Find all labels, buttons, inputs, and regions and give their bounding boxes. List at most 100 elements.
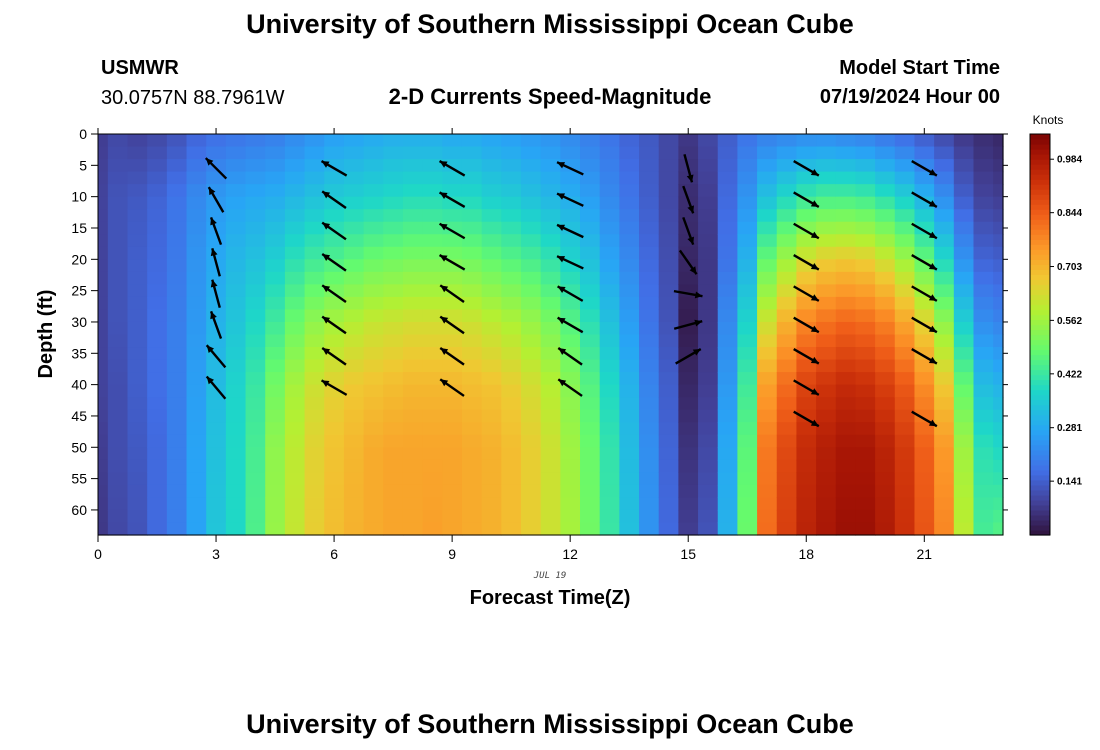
heatmap-cell bbox=[875, 159, 896, 173]
heatmap-cell bbox=[206, 196, 227, 210]
heatmap-cell bbox=[894, 284, 916, 298]
heatmap-cell bbox=[422, 459, 443, 473]
heatmap-cell bbox=[757, 384, 778, 398]
heatmap-cell bbox=[127, 271, 148, 285]
heatmap-cell bbox=[816, 384, 837, 398]
heatmap-cell bbox=[402, 221, 424, 235]
heatmap-cell bbox=[658, 422, 679, 436]
colorbar-swatch bbox=[1030, 254, 1050, 260]
colorbar-swatch bbox=[1030, 509, 1050, 516]
heatmap-cell bbox=[619, 284, 640, 298]
heatmap-cell bbox=[98, 134, 109, 148]
heatmap-cell bbox=[894, 171, 916, 185]
colorbar-swatch bbox=[1030, 394, 1050, 401]
heatmap-cell bbox=[698, 522, 719, 536]
heatmap-cell bbox=[776, 159, 798, 173]
heatmap-cell bbox=[816, 459, 837, 473]
heatmap-cell bbox=[993, 397, 1004, 411]
heatmap-cell bbox=[520, 221, 542, 235]
heatmap-cell bbox=[835, 372, 857, 386]
heatmap-cell bbox=[953, 146, 975, 160]
heatmap-cell bbox=[717, 447, 738, 461]
heatmap-cell bbox=[206, 497, 227, 511]
heatmap-cell bbox=[717, 259, 738, 273]
heatmap-cell bbox=[324, 259, 345, 273]
heatmap-cell bbox=[245, 359, 266, 373]
heatmap-cell bbox=[343, 209, 365, 223]
heatmap-cell bbox=[757, 171, 778, 185]
heatmap-cell bbox=[402, 447, 424, 461]
colorbar-swatch bbox=[1030, 374, 1050, 381]
heatmap-cell bbox=[855, 434, 876, 448]
heatmap-cell bbox=[934, 372, 955, 386]
heatmap-cell bbox=[147, 372, 168, 386]
colorbar-swatch bbox=[1030, 264, 1050, 270]
heatmap-cell bbox=[422, 271, 443, 285]
heatmap-cell bbox=[599, 309, 620, 323]
heatmap-cell bbox=[343, 372, 365, 386]
heatmap-cell bbox=[934, 321, 955, 336]
heatmap-cell bbox=[914, 146, 935, 160]
heatmap-cell bbox=[245, 384, 266, 398]
heatmap-cell bbox=[343, 259, 365, 273]
heatmap-cell bbox=[265, 347, 286, 361]
heatmap-cell bbox=[619, 359, 640, 373]
heatmap-cell bbox=[816, 184, 837, 198]
heatmap-cell bbox=[225, 459, 247, 473]
heatmap-cell bbox=[619, 334, 640, 348]
current-vector-arrow bbox=[673, 289, 703, 299]
heatmap-cell bbox=[658, 397, 679, 411]
heatmap-cell bbox=[127, 159, 148, 173]
heatmap-cell bbox=[422, 384, 443, 398]
heatmap-cell bbox=[461, 159, 483, 173]
heatmap-cell bbox=[363, 134, 384, 148]
heatmap-cell bbox=[934, 359, 955, 373]
heatmap-cell bbox=[796, 484, 817, 499]
heatmap-cell bbox=[481, 321, 502, 336]
heatmap-cell bbox=[737, 359, 758, 373]
heatmap-cell bbox=[481, 422, 502, 436]
heatmap-cell bbox=[875, 271, 896, 285]
heatmap-cell bbox=[304, 246, 325, 260]
heatmap-cell bbox=[245, 184, 266, 198]
heatmap-cell bbox=[757, 321, 778, 336]
heatmap-cell bbox=[442, 221, 463, 235]
heatmap-cell bbox=[98, 497, 109, 511]
heatmap-cell bbox=[717, 397, 738, 411]
heatmap-cell bbox=[835, 209, 857, 223]
heatmap-cell bbox=[206, 509, 227, 524]
heatmap-cell bbox=[481, 284, 502, 298]
heatmap-cell bbox=[973, 434, 994, 448]
heatmap-cell bbox=[816, 509, 837, 524]
heatmap-cell bbox=[127, 472, 148, 486]
heatmap-cell bbox=[757, 209, 778, 223]
heatmap-cell bbox=[639, 509, 660, 524]
heatmap-cell bbox=[461, 146, 483, 160]
station-coordinates: 30.0757N 88.7961W bbox=[101, 87, 285, 109]
heatmap-cell bbox=[186, 359, 207, 373]
heatmap-cell bbox=[481, 234, 502, 248]
current-vector-arrow bbox=[793, 316, 820, 334]
heatmap-cell bbox=[461, 184, 483, 198]
heatmap-cell bbox=[698, 221, 719, 235]
heatmap-cell bbox=[383, 221, 404, 235]
heatmap-cell bbox=[501, 484, 522, 499]
heatmap-cell bbox=[934, 209, 955, 223]
colorbar-swatch bbox=[1030, 359, 1050, 366]
heatmap-cell bbox=[481, 509, 502, 524]
heatmap-cell bbox=[678, 409, 699, 423]
heatmap-cell bbox=[402, 134, 424, 148]
heatmap-cell bbox=[973, 309, 994, 323]
heatmap-cell bbox=[98, 246, 109, 260]
heatmap-cell bbox=[304, 497, 325, 511]
heatmap-cell bbox=[678, 384, 699, 398]
heatmap-cell bbox=[186, 447, 207, 461]
heatmap-cell bbox=[107, 246, 129, 260]
colorbar-swatch bbox=[1030, 429, 1050, 436]
heatmap-cell bbox=[265, 221, 286, 235]
heatmap-cell bbox=[540, 372, 561, 386]
heatmap-cell bbox=[186, 296, 207, 311]
heatmap-cell bbox=[520, 522, 542, 536]
heatmap-cell bbox=[383, 159, 404, 173]
heatmap-cell bbox=[855, 246, 876, 260]
